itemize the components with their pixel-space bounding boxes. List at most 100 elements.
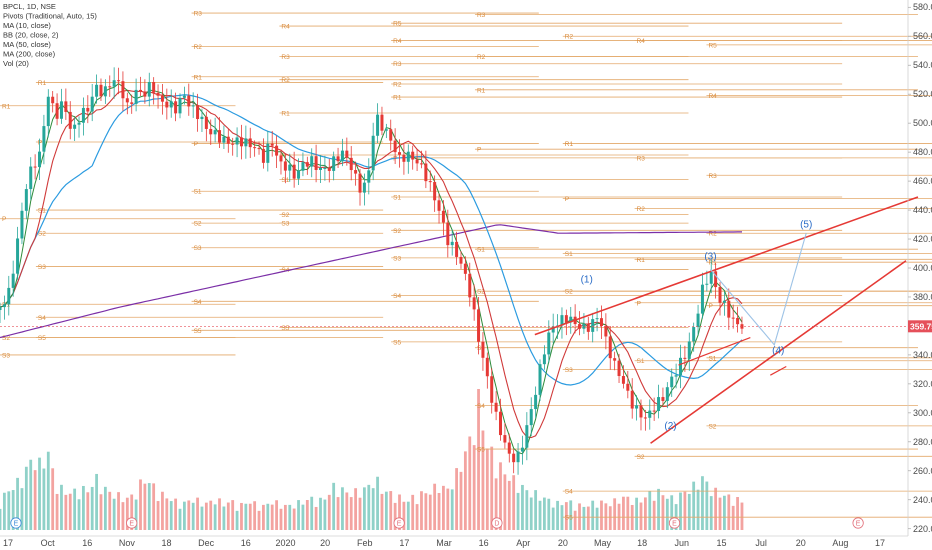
candle-body <box>665 387 669 401</box>
wave-label: (2) <box>664 421 676 432</box>
volume-bar <box>661 495 665 530</box>
volume-bar <box>139 479 142 530</box>
volume-bar <box>292 508 296 530</box>
volume-bar <box>213 504 217 530</box>
candle-body <box>187 95 191 107</box>
pivot-label: S2 <box>565 289 573 296</box>
candle-body <box>310 156 314 167</box>
candle-body <box>29 166 33 190</box>
candle-body <box>455 241 459 257</box>
volume-bar <box>305 500 309 530</box>
volume-bar <box>0 508 2 530</box>
candle-body <box>174 101 178 114</box>
volume-bar <box>415 504 419 530</box>
candle-body <box>314 156 318 170</box>
time-axis[interactable]: 17 Oct 16 Nov 18 Dec 16 2020 20 Feb 17 Mar 16 Apr 20 Ma… <box>0 535 908 548</box>
volume-bar <box>393 502 397 530</box>
axis-tick-label: 460.00 <box>913 176 932 186</box>
axis-tick-label: 580.00 <box>913 2 932 12</box>
pivot-label: S3 <box>565 367 573 374</box>
pivot-label: R5 <box>708 42 717 49</box>
volume-bar <box>358 497 362 530</box>
candle-body <box>578 324 582 329</box>
candle-body <box>617 360 621 377</box>
pivot-label: P <box>477 147 481 154</box>
volume-bar <box>46 451 50 530</box>
candle-body <box>582 324 586 329</box>
wave-label: (1) <box>581 274 593 285</box>
candle-body <box>279 155 283 162</box>
event-marker-label: E <box>672 521 677 528</box>
time-tick-label: Jul <box>755 538 767 548</box>
candle-body <box>0 307 2 311</box>
candle-body <box>270 143 274 146</box>
candle-body <box>38 151 42 168</box>
candle-body <box>635 405 639 409</box>
candle-body <box>130 102 134 104</box>
time-tick-label: 20 <box>320 538 330 548</box>
volume-bar <box>209 500 213 530</box>
candle-body <box>156 92 160 96</box>
axis-tick-label: 320.00 <box>913 379 932 389</box>
time-tick-label: Aug <box>832 538 848 548</box>
candle-body <box>551 326 555 333</box>
candle-body <box>714 271 718 288</box>
volume-bar <box>714 487 718 530</box>
axis-tick-label: 480.00 <box>913 147 932 157</box>
volume-bar <box>279 508 283 530</box>
volume-bar <box>428 494 432 530</box>
candle-body <box>433 182 437 201</box>
candle-body <box>494 402 498 412</box>
wave-label: (4) <box>772 345 784 356</box>
pivot-label: S4 <box>393 293 401 300</box>
pivot-label: R2 <box>194 44 203 51</box>
volume-bar <box>64 494 68 530</box>
pivot-label: S3 <box>281 221 289 228</box>
volume-bar <box>648 491 652 530</box>
candle-body <box>437 200 441 211</box>
pivot-label: R1 <box>194 74 203 81</box>
volume-bar <box>692 481 696 530</box>
candle-body <box>196 105 200 120</box>
candle-body <box>55 103 59 119</box>
candle-body <box>384 129 388 131</box>
pivot-label: R1 <box>281 110 290 117</box>
wave-labels: (1) (2) (3) (4) (5) <box>581 219 813 431</box>
candle-body <box>340 150 344 162</box>
volume-bar <box>705 481 709 530</box>
volume-bar <box>384 491 388 530</box>
time-tick-label: 18 <box>637 538 647 548</box>
volume-bar <box>657 488 660 530</box>
candle-body <box>301 162 305 171</box>
legend-item: BB (20, close, 2) <box>3 31 59 40</box>
volume-bar <box>696 489 700 530</box>
candle-body <box>11 273 15 288</box>
volume-bar <box>402 501 406 530</box>
volume-bar <box>38 457 41 530</box>
price-axis[interactable]: 580.00 560.00 540.00 520.00 500.00 480.00 460.… <box>907 0 932 536</box>
pivot-label: S4 <box>194 299 202 306</box>
candle-body <box>406 151 410 162</box>
pivot-label: S1 <box>393 195 401 202</box>
event-marker <box>10 517 22 529</box>
time-tick-label: 16 <box>241 538 251 548</box>
pivot-label: R1 <box>708 260 717 267</box>
candle-body <box>411 151 415 160</box>
volume-bar <box>51 468 55 530</box>
volume-bar <box>60 484 63 530</box>
volume-bar <box>11 490 15 530</box>
volume-bar <box>459 471 463 530</box>
trend-channels[interactable] <box>534 196 919 444</box>
candle-body <box>59 101 63 119</box>
volume-bar <box>354 488 358 530</box>
ma200-line <box>0 224 742 339</box>
candle-body <box>239 137 243 147</box>
axis-tick-label: 500.00 <box>913 118 932 128</box>
candle-body <box>727 300 731 318</box>
volume-bar <box>494 478 498 530</box>
candle-body <box>226 136 230 144</box>
candle-body <box>292 164 296 179</box>
volume-bar <box>336 497 340 530</box>
